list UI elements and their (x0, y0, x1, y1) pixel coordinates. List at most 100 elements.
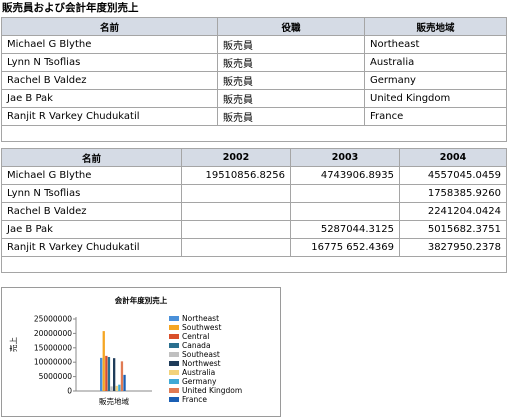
table-row: Michael G Blythe 販売員 Northeast (1, 35, 507, 54)
cell-name: Ranjit R Varkey Chudukatil (1, 238, 182, 257)
table-row: Ranjit R Varkey Chudukatil 16775 652.436… (1, 238, 507, 257)
legend-item: France (169, 395, 242, 404)
table-row: Jae B Pak 販売員 United Kingdom (1, 89, 507, 108)
chart-legend: Northeast Southwest Central Canada Southeast… (169, 314, 242, 404)
cell-2003 (290, 202, 400, 221)
cell-name: Michael G Blythe (1, 166, 182, 185)
table-row: Ranjit R Varkey Chudukatil 販売員 France (1, 107, 507, 126)
legend-swatch (169, 343, 179, 348)
cell-2002 (181, 184, 291, 203)
legend-swatch (169, 370, 179, 375)
cell-title: 販売員 (217, 53, 365, 72)
cell-name: Lynn N Tsoflias (1, 53, 218, 72)
bar-australia (115, 385, 118, 391)
bar-northwest (113, 358, 116, 391)
table-row: Michael G Blythe 19510856.8256 4743906.8… (1, 166, 507, 185)
y-tick-label: 10000000 (34, 358, 72, 367)
column-header-2004: 2004 (399, 148, 507, 167)
cell-2004: 3827950.2378 (399, 238, 507, 257)
bar-germany (118, 384, 121, 391)
bar-southeast (110, 386, 113, 391)
table-row: Lynn N Tsoflias 1758385.9260 (1, 184, 507, 203)
cell-territory: United Kingdom (364, 89, 507, 108)
column-header-2002: 2002 (181, 148, 291, 167)
legend-label: Southeast (182, 350, 220, 359)
legend-label: France (182, 395, 207, 404)
cell-2003: 16775 652.4369 (290, 238, 400, 257)
table-header-row: 名前 2002 2003 2004 (1, 148, 507, 167)
bar-northeast (100, 357, 103, 391)
legend-swatch (169, 352, 179, 357)
column-header-territory: 販売地域 (364, 17, 507, 36)
legend-item: Australia (169, 368, 242, 377)
legend-item: Southwest (169, 323, 242, 332)
bar-central (105, 355, 108, 391)
legend-item: Southeast (169, 350, 242, 359)
column-header-name: 名前 (1, 148, 182, 167)
legend-label: Germany (182, 377, 217, 386)
column-header-2003: 2003 (290, 148, 400, 167)
cell-2002 (181, 220, 291, 239)
cell-2004: 1758385.9260 (399, 184, 507, 203)
legend-item: Central (169, 332, 242, 341)
table-row: Rachel B Valdez 2241204.0424 (1, 202, 507, 221)
y-tick-label: 0 (67, 387, 72, 396)
chart-plot: 25000000 20000000 15000000 10000000 5000000 0… (34, 315, 152, 406)
legend-label: United Kingdom (182, 386, 243, 395)
cell-2004: 5015682.3751 (399, 220, 507, 239)
legend-label: Canada (182, 341, 211, 350)
bar-united-kingdom (120, 361, 124, 391)
bar-southwest (102, 331, 105, 391)
cell-name: Ranjit R Varkey Chudukatil (1, 107, 218, 126)
legend-swatch (169, 388, 179, 393)
chart-title: 会計年度別売上 (114, 296, 168, 305)
empty-footer-cell (1, 125, 507, 142)
legend-swatch (169, 397, 179, 402)
empty-footer-cell (1, 256, 507, 273)
legend-item: Canada (169, 341, 242, 350)
bar-canada (107, 357, 111, 391)
cell-name: Jae B Pak (1, 220, 182, 239)
report-title: 販売員および会計年度別売上 (2, 2, 139, 14)
cell-2003: 4743906.8935 (290, 166, 400, 185)
cell-name: Rachel B Valdez (1, 202, 182, 221)
cell-name: Michael G Blythe (1, 35, 218, 54)
table-footer-row (1, 125, 507, 142)
cell-title: 販売員 (217, 35, 365, 54)
legend-swatch (169, 361, 179, 366)
table-header-row: 名前 役職 販売地域 (1, 17, 507, 36)
column-header-title: 役職 (217, 17, 365, 36)
y-tick-label: 15000000 (34, 343, 72, 352)
table-row: Rachel B Valdez 販売員 Germany (1, 71, 507, 90)
legend-item: Northeast (169, 314, 242, 323)
legend-item: Germany (169, 377, 242, 386)
sales-by-year-table: 名前 2002 2003 2004 Michael G Blythe 19510… (1, 148, 507, 273)
legend-item: United Kingdom (169, 386, 242, 395)
table-row: Jae B Pak 5287044.3125 5015682.3751 (1, 220, 507, 239)
cell-territory: Germany (364, 71, 507, 90)
y-tick-label: 5000000 (39, 372, 73, 381)
legend-label: Northwest (182, 359, 221, 368)
cell-title: 販売員 (217, 89, 365, 108)
legend-swatch (169, 379, 179, 384)
cell-2002 (181, 238, 291, 257)
legend-swatch (169, 334, 179, 339)
cell-territory: Northeast (364, 35, 507, 54)
sales-chart: 会計年度別売上 売上 25000000 20000000 15000000 10000… (1, 287, 281, 417)
cell-2003 (290, 184, 400, 203)
cell-name: Lynn N Tsoflias (1, 184, 182, 203)
legend-label: Northeast (182, 314, 220, 323)
legend-swatch (169, 316, 179, 321)
cell-title: 販売員 (217, 107, 365, 126)
legend-swatch (169, 325, 179, 330)
y-tick-label: 20000000 (34, 329, 72, 338)
legend-item: Northwest (169, 359, 242, 368)
legend-label: Southwest (182, 323, 222, 332)
cell-title: 販売員 (217, 71, 365, 90)
x-axis-label: 販売地域 (99, 396, 129, 406)
cell-2002: 19510856.8256 (181, 166, 291, 185)
legend-label: Central (182, 332, 210, 341)
cell-territory: Australia (364, 53, 507, 72)
cell-2004: 2241204.0424 (399, 202, 507, 221)
bar-france (123, 374, 126, 391)
